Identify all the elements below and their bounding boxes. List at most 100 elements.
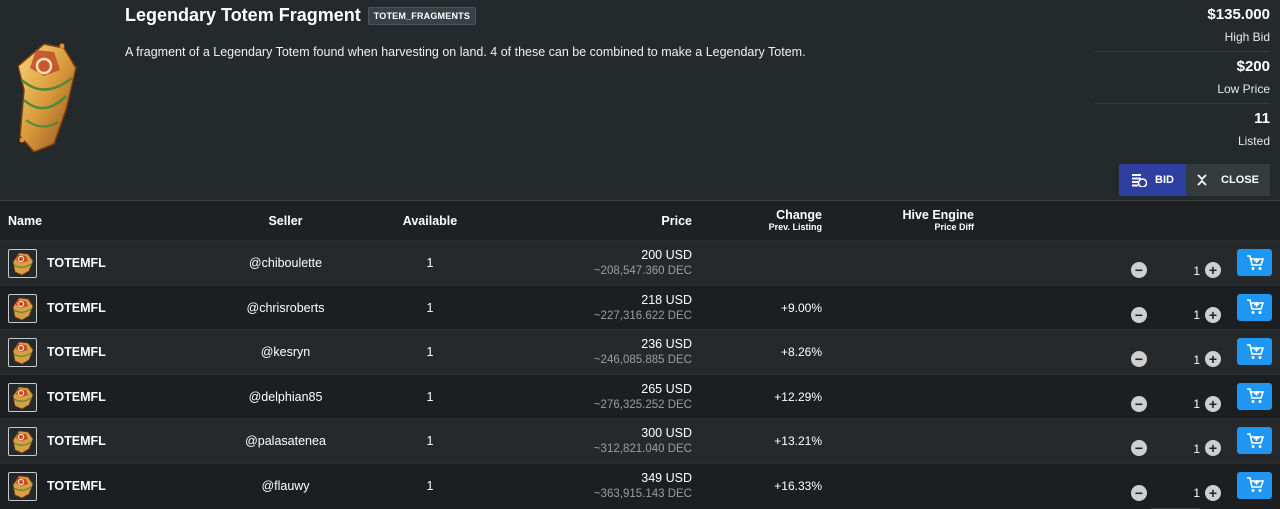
item-title: Legendary Totem Fragment xyxy=(125,5,361,25)
plus-circle-icon[interactable]: + xyxy=(1205,351,1221,367)
row-price-usd: 349 USD xyxy=(641,470,692,485)
row-price: 300 USD ~312,821.040 DEC xyxy=(594,426,692,455)
quantity-input[interactable] xyxy=(1151,389,1200,420)
cart-plus-icon xyxy=(1246,432,1264,448)
stat-label: High Bid xyxy=(1224,30,1270,44)
stat-value: 11 xyxy=(1254,110,1270,127)
row-card-name: TOTEMFL xyxy=(47,478,106,493)
totem-fragment-thumbnail-icon xyxy=(8,293,37,323)
cart-plus-icon xyxy=(1246,343,1264,359)
row-card-name: TOTEMFL xyxy=(47,389,106,404)
row-seller[interactable]: @chrisroberts xyxy=(246,300,325,315)
row-price: 236 USD ~246,085.885 DEC xyxy=(594,337,692,366)
totem-fragment-thumbnail-icon xyxy=(8,338,37,367)
row-price: 265 USD ~276,325.252 DEC xyxy=(594,382,692,411)
listings-table-header: Name Seller Available Price Change Prev.… xyxy=(0,200,1280,240)
plus-circle-icon[interactable]: + xyxy=(1205,484,1221,501)
stat-value: $135.000 xyxy=(1207,6,1270,23)
add-to-cart-button[interactable] xyxy=(1237,471,1272,499)
stat-low-price: $200 Low Price xyxy=(1095,52,1270,104)
column-header-available[interactable]: Available xyxy=(402,214,458,228)
column-header-hive-engine[interactable]: Hive Engine Price Diff xyxy=(902,208,974,232)
item-category-tag: TOTEM_FRAGMENTS xyxy=(367,6,477,25)
item-detail-header: Legendary Totem Fragment TOTEM_FRAGMENTS… xyxy=(0,0,1280,200)
stat-label: Low Price xyxy=(1217,82,1270,96)
stat-listed: 11 Listed xyxy=(1095,104,1270,156)
row-price-dec: ~276,325.252 DEC xyxy=(593,398,692,411)
plus-circle-icon[interactable]: + xyxy=(1205,395,1221,412)
hive-header-label: Hive Engine xyxy=(902,208,974,222)
row-seller[interactable]: @flauwy xyxy=(261,478,310,493)
row-price-usd: 300 USD xyxy=(641,426,692,440)
totem-fragment-thumbnail-icon xyxy=(8,382,37,412)
totem-fragment-thumbnail-icon xyxy=(8,249,37,278)
item-description: A fragment of a Legendary Totem found wh… xyxy=(125,45,806,59)
minus-circle-icon[interactable]: − xyxy=(1131,351,1147,367)
table-row: TOTEMFL @delphian85 1 265 USD ~276,325.2… xyxy=(0,373,1280,420)
row-change: +9.00% xyxy=(780,300,822,315)
row-seller[interactable]: @delphian85 xyxy=(248,389,323,404)
quantity-stepper: − + xyxy=(1131,299,1221,331)
row-available: 1 xyxy=(426,256,434,270)
quantity-stepper: − + xyxy=(1131,432,1221,464)
quantity-stepper: − + xyxy=(1131,477,1221,509)
minus-circle-icon[interactable]: − xyxy=(1131,306,1147,323)
row-price: 200 USD ~208,547.360 DEC xyxy=(594,248,692,277)
plus-circle-icon[interactable]: + xyxy=(1205,440,1221,456)
cart-plus-icon xyxy=(1246,299,1264,314)
row-available: 1 xyxy=(426,345,434,359)
stat-high-bid: $135.000 High Bid xyxy=(1095,0,1270,52)
row-change: +16.33% xyxy=(774,478,822,493)
quantity-input[interactable] xyxy=(1151,478,1200,509)
quantity-input[interactable] xyxy=(1151,434,1200,464)
row-available: 1 xyxy=(426,389,434,404)
quantity-input[interactable] xyxy=(1151,256,1200,286)
plus-circle-icon[interactable]: + xyxy=(1205,306,1221,323)
row-seller[interactable]: @chiboulette xyxy=(248,256,323,270)
row-price-dec: ~363,915.143 DEC xyxy=(593,487,692,500)
row-card-name: TOTEMFL xyxy=(47,434,106,448)
minus-circle-icon[interactable]: − xyxy=(1131,262,1147,278)
add-to-cart-button[interactable] xyxy=(1237,382,1272,410)
change-header-sub: Prev. Listing xyxy=(768,222,822,232)
row-seller[interactable]: @kesryn xyxy=(260,345,311,359)
add-to-cart-button[interactable] xyxy=(1237,293,1272,321)
row-price-usd: 236 USD xyxy=(641,337,692,351)
add-to-cart-button[interactable] xyxy=(1237,338,1272,365)
minus-circle-icon[interactable]: − xyxy=(1131,440,1147,456)
row-available: 1 xyxy=(426,478,434,493)
row-seller[interactable]: @palasatenea xyxy=(245,434,326,448)
row-price-usd: 200 USD xyxy=(641,248,692,262)
add-to-cart-button[interactable] xyxy=(1237,249,1272,276)
bid-button[interactable]: BID xyxy=(1119,164,1186,196)
table-row: TOTEMFL @chiboulette 1 200 USD ~208,547.… xyxy=(0,240,1280,286)
row-price-dec: ~227,316.622 DEC xyxy=(593,309,692,322)
listings-table-body: TOTEMFL @chiboulette 1 200 USD ~208,547.… xyxy=(0,240,1280,509)
column-header-price[interactable]: Price xyxy=(661,214,692,228)
row-available: 1 xyxy=(426,434,434,448)
row-price-dec: ~208,547.360 DEC xyxy=(593,265,692,277)
close-button[interactable]: CLOSE xyxy=(1186,164,1270,196)
column-header-change[interactable]: Change Prev. Listing xyxy=(769,208,822,232)
row-price-dec: ~246,085.885 DEC xyxy=(593,354,692,366)
column-header-name[interactable]: Name xyxy=(8,214,43,228)
quantity-stepper: − + xyxy=(1131,343,1221,375)
row-card-name: TOTEMFL xyxy=(47,300,106,315)
market-stats: $135.000 High Bid $200 Low Price 11 List… xyxy=(1095,0,1270,156)
quantity-input[interactable] xyxy=(1151,345,1200,375)
row-change: +12.29% xyxy=(774,389,822,404)
row-card-name: TOTEMFL xyxy=(47,256,106,270)
close-button-label: CLOSE xyxy=(1221,174,1259,186)
collapse-icon xyxy=(1197,174,1207,186)
plus-circle-icon[interactable]: + xyxy=(1205,262,1221,278)
row-change: +8.26% xyxy=(780,345,822,359)
totem-fragment-thumbnail-icon xyxy=(8,471,37,501)
quantity-input[interactable] xyxy=(1151,300,1200,331)
stat-value: $200 xyxy=(1236,58,1270,75)
column-header-seller[interactable]: Seller xyxy=(268,214,303,228)
row-available: 1 xyxy=(426,300,434,315)
minus-circle-icon[interactable]: − xyxy=(1131,484,1147,501)
add-to-cart-button[interactable] xyxy=(1237,427,1272,454)
minus-circle-icon[interactable]: − xyxy=(1131,395,1147,412)
table-row: TOTEMFL @palasatenea 1 300 USD ~312,821.… xyxy=(0,418,1280,464)
